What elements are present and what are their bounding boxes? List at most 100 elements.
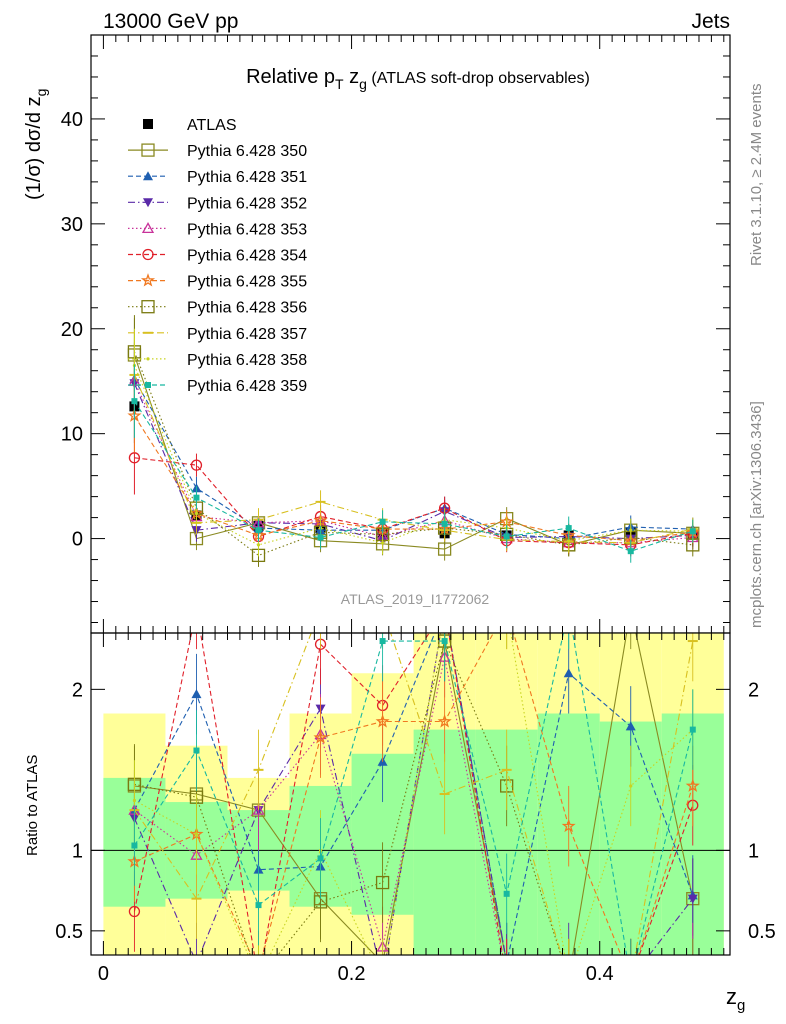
watermark: ATLAS_2019_I1772062 [341,591,490,607]
ratio-point [191,689,202,699]
series-line [133,378,693,540]
ratio-point [131,842,138,849]
legend-marker [142,248,154,261]
legend-label: Pythia 6.428 353 [187,221,307,238]
ratio-y-tick-label: 1 [72,840,83,862]
ratio-point [191,604,201,614]
ratio-point [687,973,699,985]
ratio-point [375,875,390,890]
data-point [437,542,452,556]
rivet-label: Rivet 3.1.10, ≥ 2.4M events [748,84,765,267]
legend-marker [141,300,155,314]
ratio-point [625,973,637,985]
ratio-point [626,974,636,984]
legend-entry-0: ATLAS [143,117,237,134]
series-line [133,351,693,557]
x-axis-title: zg [726,984,745,1014]
data-point [131,398,138,405]
series-8 [129,338,698,555]
x-title-main: z [726,984,737,1009]
data-point [317,534,324,541]
legend-label: Pythia 6.428 354 [187,248,307,265]
legend-marker [143,171,153,181]
ratio-point [564,974,574,984]
legend-marker [146,357,150,361]
legend-entry-6: Pythia 6.428 355 [128,273,307,291]
data-point [255,527,262,534]
ratio-line [134,639,562,955]
ratio-point [253,966,263,976]
legend-label: Pythia 6.428 358 [187,352,307,369]
ratio-y-title: Ratio to ATLAS [24,755,41,856]
legend-marker [141,143,155,157]
ratio-plot: 0.5 0.5 1 1 2 2 0 0.2 0.4 Ratio to ATLAS zg [24,604,776,1014]
ratio-point [626,975,636,984]
ratio-y-tick-label: 0.5 [55,921,83,943]
legend: ATLAS Pythia 6.428 350 Pythia 6.428 351 Pyt… [128,117,307,395]
ratio-point [253,973,265,985]
y-tick-label: 10 [61,424,83,446]
ratio-point [502,974,512,983]
x-tick-label: 0 [98,963,109,985]
legend-entry-2: Pythia 6.428 351 [128,169,307,186]
ratio-point [375,714,390,728]
ratio-point [563,668,574,678]
ratio-point [688,958,698,967]
legend-label: ATLAS [187,117,237,134]
ratio-point [381,978,384,981]
legend-entry-8: Pythia 6.428 357 [128,326,307,343]
legend-label: Pythia 6.428 352 [187,195,307,212]
series-line [133,400,693,552]
y-axis-title: (1/σ) dσ/d zg [23,89,49,200]
series-5 [128,421,699,557]
ratio-point [563,973,575,985]
data-point [441,520,448,527]
ratio-point [561,818,576,833]
energy-label: 13000 GeV pp [103,10,238,33]
y-tick-label: 30 [61,214,83,236]
legend-entry-10: Pythia 6.428 359 [128,378,307,395]
legend-marker [140,273,156,287]
ratio-point [629,784,633,788]
legend-entry-5: Pythia 6.428 354 [128,248,307,265]
series-line [133,380,693,544]
ratio-point [503,890,510,897]
ratio-point [505,607,508,610]
title-sub-g: g [359,76,367,92]
ratio-point [257,978,260,981]
series-2 [129,342,698,551]
legend-marker [143,119,153,129]
ratio-series-7 [129,633,698,955]
data-point [379,518,386,525]
series-line [134,457,693,546]
legend-entry-7: Pythia 6.428 356 [128,300,307,317]
ratio-point [502,959,512,968]
legend-entry-4: Pythia 6.428 353 [128,221,307,238]
ratio-point [563,973,575,985]
ratio-point [502,974,512,984]
ratio-point [502,958,512,967]
ratio-point [132,798,137,803]
title-mid: z [344,66,360,88]
ratio-line [133,633,694,955]
data-point [256,543,261,547]
legend-entry-9: Pythia 6.428 358 [128,352,307,369]
ratio-point [685,778,700,792]
ratio-point [193,747,200,754]
series-line [133,415,693,542]
ratio-plot-frame [90,632,731,956]
x-title-sub: g [737,997,745,1014]
jets-label: Jets [691,10,730,33]
y-tick-label: 20 [61,319,83,341]
ratio-point [626,974,636,983]
legend-marker [143,198,153,208]
ratio-point [378,975,388,984]
legend-marker [145,382,151,388]
ratio-point [317,855,324,862]
ratio-point [625,721,636,731]
ratio-line [133,633,694,955]
ratio-line [134,633,694,955]
ratio-series-9 [131,633,696,955]
legend-label: Pythia 6.428 357 [187,326,307,343]
